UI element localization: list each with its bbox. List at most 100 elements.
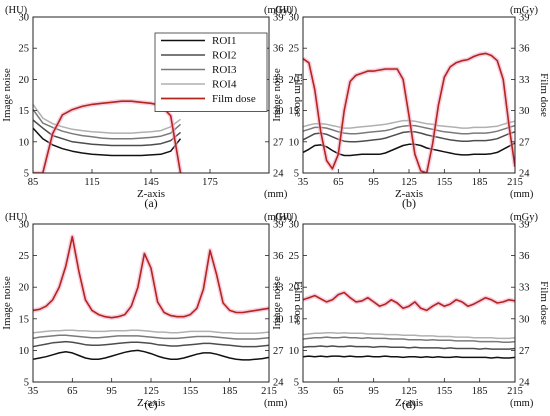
ytick-label: 15 <box>289 106 300 117</box>
xtick-label: 65 <box>67 386 78 397</box>
series-group <box>303 51 515 173</box>
xtick-label: 35 <box>298 177 309 188</box>
ytick-label: 20 <box>289 75 300 86</box>
xaxis-label: Z-axis <box>395 188 423 200</box>
panel-b: 5 10 15 20 25 30 24 27 30 33 36 39 35 65 95 125 155 185 21… <box>271 5 550 210</box>
xtick-label: 95 <box>368 177 379 188</box>
series-roi2-line <box>33 340 269 348</box>
yaxis-unit: (HU) <box>275 212 298 223</box>
y2axis-label: Film dose <box>292 73 304 117</box>
y2tick-label: 24 <box>273 169 284 180</box>
xtick-label: 175 <box>202 177 218 188</box>
y2tick-label: 36 <box>519 44 530 55</box>
ytick-label: 25 <box>289 251 300 262</box>
panel-caption: (a) <box>144 196 157 210</box>
series-film-dose-line <box>33 235 269 319</box>
y2tick-label: 27 <box>273 346 284 357</box>
panel-d: 5 10 15 20 25 30 24 27 30 33 36 39 35 65 95 125 155 185 21… <box>271 212 550 411</box>
xtick-label: 95 <box>368 386 379 397</box>
ytick-label: 15 <box>19 314 30 325</box>
y2tick-label: 30 <box>519 314 530 325</box>
y2tick-label: 39 <box>273 220 284 231</box>
ytick-label: 30 <box>289 220 300 231</box>
xaxis-label: Z-axis <box>395 397 423 409</box>
y2tick-label: 24 <box>273 378 284 389</box>
xtick-label: 65 <box>333 177 344 188</box>
y2tick-label: 24 <box>519 169 530 180</box>
yaxis-unit: (HU) <box>275 5 298 16</box>
xaxis-unit: (mm) <box>510 398 534 409</box>
y2axis-unit: (mGy) <box>510 212 538 223</box>
series-roi1-line <box>303 142 515 157</box>
series-group <box>303 290 515 359</box>
ytick-label: 10 <box>19 137 30 148</box>
legend-label: ROI2 <box>212 50 236 62</box>
yaxis-unit: (HU) <box>5 5 28 16</box>
panel-caption: (d) <box>402 397 416 411</box>
series-group <box>33 98 183 173</box>
xaxis-unit: (mm) <box>264 398 288 409</box>
xtick-label: 215 <box>261 386 277 397</box>
y2tick-label: 30 <box>273 106 284 117</box>
series-roi4-line <box>303 331 515 340</box>
series-group <box>33 234 269 361</box>
y2axis-label: Film dose <box>538 73 550 117</box>
series-roi4-line <box>33 329 269 335</box>
xtick-label: 35 <box>298 386 309 397</box>
series-roi3-line <box>33 108 182 140</box>
yaxis-label: Image noise <box>271 68 283 122</box>
y2tick-label: 36 <box>273 251 284 262</box>
legend-label: Film dose <box>212 93 256 105</box>
xtick-label: 215 <box>507 386 523 397</box>
y2tick-label: 39 <box>273 13 284 24</box>
series-roi3-line <box>303 336 515 343</box>
y2tick-label: 33 <box>519 75 530 86</box>
ytick-label: 30 <box>19 13 30 24</box>
y2tick-label: 30 <box>273 314 284 325</box>
y2axis-unit: (mGy) <box>264 5 292 16</box>
ytick-label: 10 <box>289 346 300 357</box>
plot-frame <box>302 16 516 174</box>
ytick-label: 20 <box>19 283 30 294</box>
y2tick-label: 39 <box>519 220 530 231</box>
xtick-label: 185 <box>472 177 488 188</box>
panel-caption: (c) <box>144 397 157 411</box>
y2tick-label: 36 <box>519 251 530 262</box>
series-roi3-line <box>33 334 269 340</box>
y2tick-label: 27 <box>273 137 284 148</box>
ytick-label: 10 <box>19 346 30 357</box>
xtick-label: 185 <box>222 386 238 397</box>
series-roi1-line <box>303 355 515 359</box>
yaxis-label: Image noise <box>1 68 13 122</box>
ytick-label: 5 <box>24 378 29 389</box>
xtick-label: 155 <box>436 386 452 397</box>
ytick-label: 5 <box>294 169 299 180</box>
ytick-label: 20 <box>289 283 300 294</box>
xtick-label: 125 <box>401 386 417 397</box>
y2tick-label: 33 <box>519 283 530 294</box>
series-roi1-line <box>33 127 182 157</box>
xaxis-unit: (mm) <box>264 189 288 200</box>
xtick-label: 35 <box>28 386 39 397</box>
ytick-label: 15 <box>289 314 300 325</box>
series-roi2-line <box>303 345 515 350</box>
y2tick-label: 30 <box>519 106 530 117</box>
xtick-label: 215 <box>507 177 523 188</box>
series-roi1-line <box>33 349 269 361</box>
ytick-label: 30 <box>289 13 300 24</box>
series-film-dose-halo <box>33 234 269 320</box>
y2axis-unit: (mGy) <box>510 5 538 16</box>
ytick-label: 25 <box>289 44 300 55</box>
panel-caption: (b) <box>402 196 416 210</box>
y2axis-label: Film dose <box>292 281 304 325</box>
xtick-label: 115 <box>84 177 99 188</box>
series-roi2-line <box>33 119 181 147</box>
xtick-label: 65 <box>333 386 344 397</box>
y2tick-label: 39 <box>519 13 530 24</box>
y2axis-unit: (mGy) <box>264 212 292 223</box>
series-film-dose-halo <box>303 290 515 313</box>
xtick-label: 95 <box>106 386 117 397</box>
